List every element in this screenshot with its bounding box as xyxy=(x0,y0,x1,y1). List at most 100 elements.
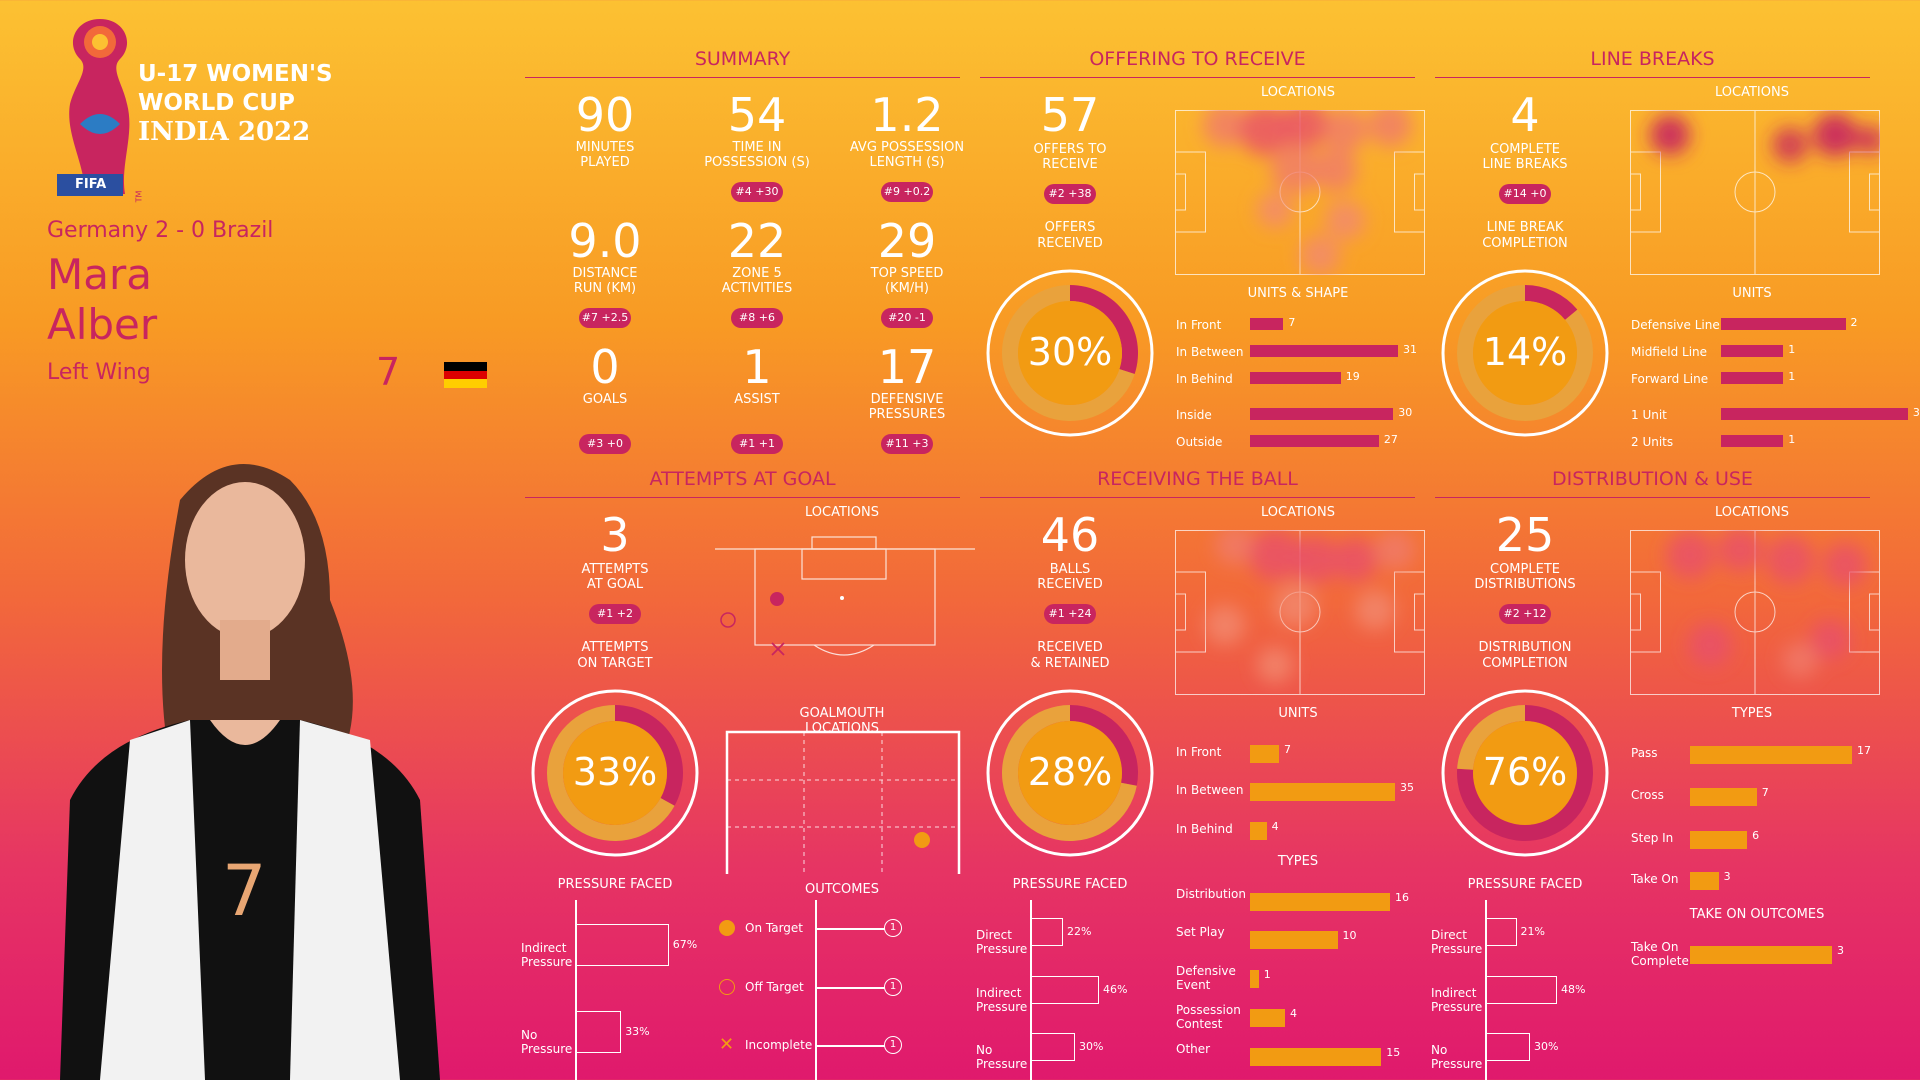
goalmouth-shot-marker xyxy=(914,832,930,848)
bar xyxy=(1250,435,1379,447)
summary-stat-rank: #8 +6 xyxy=(731,308,783,328)
receiving-units-title: UNITS xyxy=(1278,706,1318,721)
bar xyxy=(1250,893,1390,911)
bar xyxy=(1250,970,1259,988)
distribution-label-2: DISTRIBUTIONS xyxy=(1474,577,1576,592)
bar-label: In Behind xyxy=(1176,822,1233,836)
bar xyxy=(1250,345,1398,357)
heatmap-blob xyxy=(1325,200,1365,240)
title-line-3: INDIA 2022 xyxy=(138,117,311,147)
summary-stat-value: 0 xyxy=(590,340,620,394)
bar-label: In Front xyxy=(1176,318,1222,332)
player-number: 7 xyxy=(376,350,401,394)
pressure-label: Indirect Pressure xyxy=(1431,986,1483,1015)
bar xyxy=(1721,408,1908,420)
outcome-line xyxy=(815,928,885,930)
heatmap-blob xyxy=(1855,125,1880,155)
linebreaks-units-title: UNITS xyxy=(1732,286,1772,301)
bar-label: Outside xyxy=(1176,435,1223,449)
linebreaks-donut xyxy=(1441,269,1609,437)
donut-segment-primary xyxy=(1070,285,1138,375)
heatmap-blob xyxy=(1333,538,1377,582)
pressure-label: Direct Pressure xyxy=(976,928,1028,957)
bar xyxy=(1721,435,1784,447)
summary-stat-rank: #9 +0.2 xyxy=(881,182,933,202)
heatmap-blob xyxy=(1203,110,1247,147)
pressure-label: Indirect Pressure xyxy=(521,941,573,970)
bar-value: 3 xyxy=(1912,406,1920,419)
bar-value: 7 xyxy=(1288,316,1296,329)
bar xyxy=(1690,746,1852,764)
goalmouth-chart xyxy=(725,730,961,874)
attempts-sub-2: ON TARGET xyxy=(577,656,653,671)
pressure-label: No Pressure xyxy=(1431,1043,1483,1072)
receiving-sub-2: & RETAINED xyxy=(1030,656,1110,671)
pressure-bar xyxy=(1485,976,1557,1004)
bar-value: 31 xyxy=(1403,343,1417,356)
attempts-label-2: AT GOAL xyxy=(586,577,644,592)
shirt-number: 7 xyxy=(222,850,267,932)
heatmap-blob xyxy=(1300,235,1340,275)
heatmap-blob xyxy=(1666,531,1714,579)
summary-stat-value: 54 xyxy=(727,88,787,142)
donut-segment-primary xyxy=(615,705,683,806)
heatmap-blob xyxy=(1323,110,1367,152)
summary-stat-label: TIME IN xyxy=(732,140,782,155)
bar xyxy=(1721,345,1784,357)
bar xyxy=(1721,372,1784,384)
heatmap-blob xyxy=(1249,530,1301,581)
outcomes-axis xyxy=(815,900,817,1080)
offering-units-title: UNITS & SHAPE xyxy=(1247,286,1349,301)
bar xyxy=(1250,822,1267,840)
heatmap-blob xyxy=(1313,148,1357,192)
outcome-value: 1 xyxy=(884,919,902,937)
receiving-heatmap xyxy=(1175,530,1425,695)
bar xyxy=(1250,408,1394,420)
player-last-name: Alber xyxy=(47,300,158,349)
heatmap-blob xyxy=(1368,110,1412,147)
bar-value: 1 xyxy=(1788,343,1796,356)
heatmap-blob xyxy=(1650,115,1690,155)
summary-stat-value: 22 xyxy=(727,214,787,268)
bar-label: 1 Unit xyxy=(1631,408,1667,422)
bar-label: Possession Contest xyxy=(1176,1003,1241,1032)
bar-value: 1 xyxy=(1788,370,1796,383)
pressure-value: 67% xyxy=(672,938,698,951)
attempts-pitch xyxy=(715,536,975,656)
bar xyxy=(1690,788,1757,806)
bar-value: 3 xyxy=(1723,870,1731,883)
summary-stat-label: ZONE 5 xyxy=(732,266,782,281)
linebreaks-sub-2: COMPLETION xyxy=(1482,236,1568,251)
tournament-logo: FIFA TM xyxy=(55,14,145,204)
summary-stat-value: 29 xyxy=(877,214,937,268)
on-target-icon xyxy=(719,920,735,936)
heatmap-blob xyxy=(1355,590,1395,630)
bar-label: In Between xyxy=(1176,783,1244,797)
bar xyxy=(1250,745,1279,763)
outcome-label: On Target xyxy=(745,921,803,935)
bar-label: Pass xyxy=(1631,746,1658,760)
offering-heatmap xyxy=(1175,110,1425,275)
pressure-value: 30% xyxy=(1534,1040,1559,1053)
heatmap-blob xyxy=(1215,530,1255,565)
tournament-title: U-17 WOMEN'S WORLD CUP INDIA 2022 xyxy=(138,60,333,147)
summary-stat-value: 9.0 xyxy=(568,214,642,268)
distribution-sub-2: COMPLETION xyxy=(1482,656,1568,671)
heatmap-blob xyxy=(1273,583,1317,627)
bar-value: 30 xyxy=(1398,406,1413,419)
attempts-rank: #1 +2 xyxy=(589,604,641,624)
linebreaks-rank: #14 +0 xyxy=(1499,184,1551,204)
fifa-label: FIFA xyxy=(75,177,107,192)
heatmap-blob xyxy=(1281,110,1329,149)
receiving-rank: #1 +24 xyxy=(1044,604,1096,624)
linebreaks-label-1: COMPLETE xyxy=(1490,142,1560,157)
bar-value: 1 xyxy=(1263,968,1271,981)
summary-stat-label: POSSESSION (s) xyxy=(704,155,810,170)
pressure-value: 21% xyxy=(1520,925,1545,938)
heatmap-blob xyxy=(1375,530,1415,570)
summary-stat-rank: #3 +0 xyxy=(579,434,631,454)
receiving-header: RECEIVING THE BALL xyxy=(980,468,1415,498)
heatmap-blob xyxy=(1813,113,1857,157)
heatmap-blob xyxy=(1823,543,1867,587)
summary-stat-label: TOP SPEED xyxy=(870,266,944,281)
